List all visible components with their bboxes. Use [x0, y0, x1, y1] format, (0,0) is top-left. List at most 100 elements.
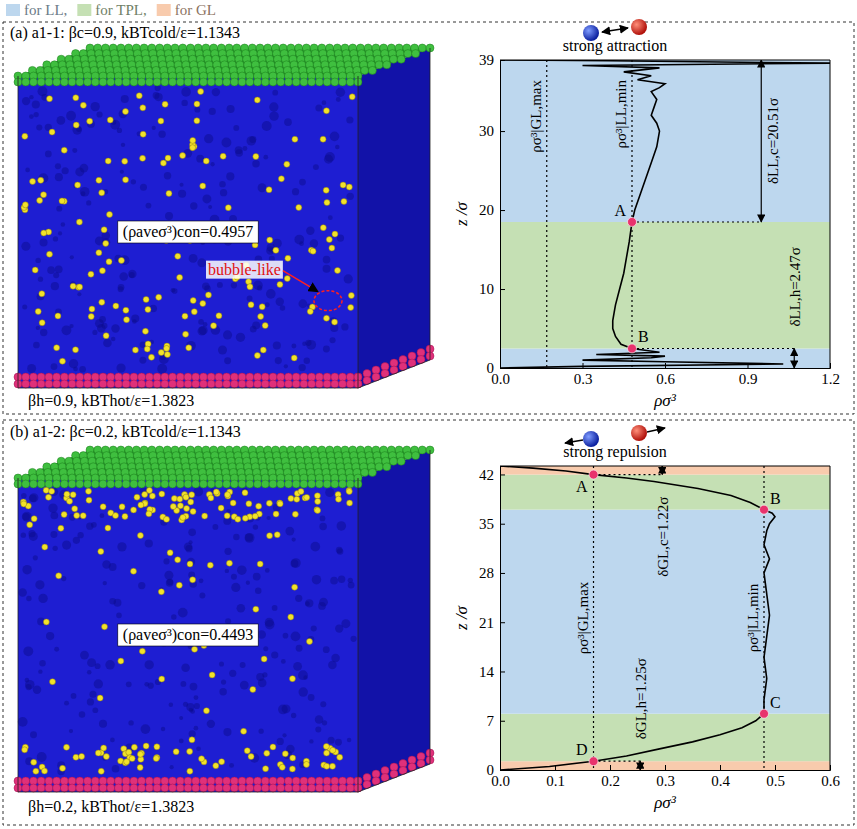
- y-tick: 0: [487, 762, 506, 778]
- legend-swatch: [157, 4, 171, 16]
- vapor-particle: [277, 500, 283, 506]
- legend-swatch: [6, 4, 20, 16]
- texture-spot: [58, 231, 62, 235]
- vapor-particle: [341, 198, 347, 204]
- wall-atom: [192, 78, 200, 86]
- box-edge: [358, 478, 359, 792]
- texture-spot: [282, 733, 286, 737]
- texture-spot: [22, 304, 27, 309]
- vapor-particle: [194, 101, 200, 107]
- interaction-icon: strong repulsion: [563, 425, 667, 461]
- x-tick-label: 0.3: [656, 773, 675, 789]
- wall-atom: [215, 380, 223, 388]
- dimension-label: δGL,h=1.25σ: [633, 658, 649, 739]
- y-tick-mark: [500, 770, 505, 771]
- vapor-particle: [171, 496, 177, 502]
- wall-atom: [315, 380, 323, 388]
- vapor-particle: [49, 488, 55, 494]
- texture-spot: [171, 614, 177, 620]
- vapor-particle: [175, 253, 181, 259]
- vapor-particle: [190, 298, 196, 304]
- vapor-particle: [142, 491, 148, 497]
- wall-atom: [308, 784, 316, 792]
- wall-atom: [107, 480, 115, 488]
- texture-spot: [246, 581, 250, 585]
- texture-spot: [18, 588, 27, 597]
- vapor-particle: [332, 231, 338, 237]
- wall-atom: [60, 480, 68, 488]
- texture-spot: [284, 364, 288, 368]
- wall-atom: [176, 78, 184, 86]
- vapor-particle: [107, 117, 113, 123]
- wall-atom: [292, 380, 300, 388]
- vapor-particle: [153, 755, 159, 761]
- x-tick-mark: [665, 363, 666, 368]
- texture-spot: [323, 646, 330, 653]
- texture-spot: [146, 203, 152, 209]
- vapor-particle: [270, 744, 276, 750]
- wall-atom: [37, 784, 45, 792]
- texture-spot: [283, 633, 289, 639]
- texture-spot: [35, 580, 44, 589]
- wall-atom: [254, 380, 262, 388]
- texture-spot: [294, 235, 304, 245]
- vapor-particle: [332, 319, 338, 325]
- vapor-particle: [244, 748, 250, 754]
- texture-spot: [218, 345, 227, 354]
- texture-spot: [223, 330, 232, 339]
- interaction-arrow: [602, 28, 628, 32]
- wall-atom: [315, 784, 323, 792]
- vapor-particle: [75, 182, 81, 188]
- state-point: [589, 470, 598, 479]
- texture-spot: [265, 302, 270, 307]
- y-tick-label: 35: [479, 516, 494, 532]
- vapor-particle: [42, 544, 48, 550]
- texture-spot: [276, 298, 284, 306]
- texture-spot: [179, 738, 184, 743]
- vapor-particle: [64, 491, 70, 497]
- box-edge: [18, 792, 358, 793]
- texture-spot: [75, 167, 84, 176]
- vapor-particle: [180, 514, 186, 520]
- texture-spot: [55, 163, 61, 169]
- panel-frame: [3, 420, 854, 825]
- vapor-particle: [186, 345, 192, 351]
- texture-spot: [271, 651, 278, 658]
- vapor-particle: [37, 197, 43, 203]
- texture-spot: [306, 340, 316, 350]
- vapor-particle: [167, 550, 173, 556]
- vapor-particle: [73, 95, 79, 101]
- label-background: [118, 221, 258, 243]
- wall-atom: [418, 44, 426, 52]
- texture-spot: [77, 292, 81, 296]
- texture-spot: [241, 488, 248, 495]
- interaction-label: strong repulsion: [563, 443, 667, 461]
- texture-spot: [309, 739, 313, 743]
- vapor-particle: [100, 504, 106, 510]
- y-tick-mark: [500, 289, 505, 290]
- vapor-particle: [43, 487, 49, 493]
- wall-atom: [246, 380, 254, 388]
- texture-spot: [51, 363, 58, 370]
- wall-atom: [339, 784, 347, 792]
- wall-atom: [323, 78, 331, 86]
- vapor-particle: [156, 294, 162, 300]
- texture-spot: [240, 681, 249, 690]
- wall-atom: [207, 480, 215, 488]
- texture-spot: [89, 691, 96, 698]
- vapor-particle: [73, 122, 79, 128]
- vapor-particle: [158, 350, 164, 356]
- y-axis-title: z /σ: [452, 605, 471, 631]
- texture-spot: [94, 679, 103, 688]
- vapor-particle: [288, 614, 294, 620]
- vapor-particle: [30, 178, 36, 184]
- texture-spot: [92, 707, 98, 713]
- texture-spot: [164, 571, 173, 580]
- vapor-particle: [256, 503, 262, 509]
- texture-spot: [315, 104, 322, 111]
- dimension-arrow: [761, 60, 762, 222]
- vapor-particle: [126, 749, 132, 755]
- texture-spot: [312, 575, 321, 584]
- texture-spot: [336, 547, 343, 554]
- vapor-particle: [320, 136, 326, 142]
